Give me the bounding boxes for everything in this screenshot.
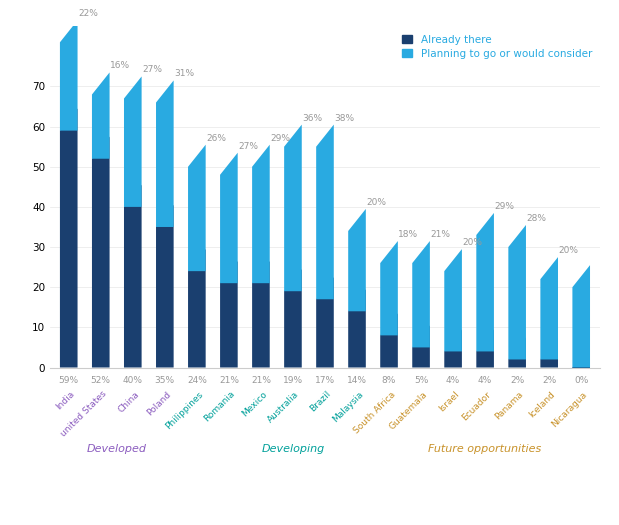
Text: Guatemala: Guatemala xyxy=(387,390,429,431)
Polygon shape xyxy=(508,338,526,367)
Text: Nicaragua: Nicaragua xyxy=(550,390,589,428)
Text: 5%: 5% xyxy=(414,375,428,384)
Text: 52%: 52% xyxy=(91,375,111,384)
Text: Romania: Romania xyxy=(202,390,237,424)
Polygon shape xyxy=(124,185,142,368)
Text: united States: united States xyxy=(59,390,109,439)
Text: Australia: Australia xyxy=(266,390,301,424)
Polygon shape xyxy=(60,20,77,131)
Text: India: India xyxy=(54,390,77,412)
Polygon shape xyxy=(444,249,462,351)
Text: 17%: 17% xyxy=(315,375,335,384)
Text: China: China xyxy=(116,390,141,414)
Polygon shape xyxy=(156,205,174,368)
Text: 14%: 14% xyxy=(347,375,367,384)
Polygon shape xyxy=(124,77,142,207)
Text: Iceland: Iceland xyxy=(527,390,557,419)
Text: 24%: 24% xyxy=(187,375,207,384)
Polygon shape xyxy=(252,145,270,283)
Text: 40%: 40% xyxy=(123,375,143,384)
Text: 29%: 29% xyxy=(270,134,290,143)
Polygon shape xyxy=(348,209,366,311)
Text: Mexico: Mexico xyxy=(240,390,269,418)
Polygon shape xyxy=(156,80,174,227)
Polygon shape xyxy=(573,345,590,367)
Polygon shape xyxy=(60,109,77,368)
Text: 26%: 26% xyxy=(206,134,226,143)
Text: 22%: 22% xyxy=(78,9,98,18)
Text: 38%: 38% xyxy=(334,113,354,123)
Polygon shape xyxy=(188,145,206,271)
Polygon shape xyxy=(316,277,334,367)
Text: 2%: 2% xyxy=(542,375,556,384)
Text: 18%: 18% xyxy=(398,230,418,239)
Text: 28%: 28% xyxy=(526,214,547,223)
Text: 20%: 20% xyxy=(462,238,482,247)
Text: 20%: 20% xyxy=(366,198,386,207)
Text: 20%: 20% xyxy=(558,246,578,255)
Text: 0%: 0% xyxy=(574,375,589,384)
Text: 27%: 27% xyxy=(238,142,258,151)
Polygon shape xyxy=(252,261,270,368)
Text: Future opportunities: Future opportunities xyxy=(428,444,542,454)
Legend: Already there, Planning to go or would consider: Already there, Planning to go or would c… xyxy=(399,32,595,62)
Text: 35%: 35% xyxy=(155,375,175,384)
Text: 36%: 36% xyxy=(302,113,322,123)
Polygon shape xyxy=(348,289,366,368)
Text: Ecuador: Ecuador xyxy=(461,390,493,422)
Text: 8%: 8% xyxy=(382,375,396,384)
Polygon shape xyxy=(92,136,110,368)
Polygon shape xyxy=(220,153,238,283)
Text: 16%: 16% xyxy=(110,61,130,70)
Text: 21%: 21% xyxy=(251,375,271,384)
Polygon shape xyxy=(573,265,590,368)
Text: 4%: 4% xyxy=(478,375,492,384)
Polygon shape xyxy=(380,313,398,368)
Polygon shape xyxy=(540,257,558,360)
Text: South Africa: South Africa xyxy=(352,390,397,435)
Polygon shape xyxy=(188,249,206,368)
Text: 21%: 21% xyxy=(219,375,239,384)
Text: Philippines: Philippines xyxy=(163,390,205,430)
Text: 29%: 29% xyxy=(494,202,514,211)
Polygon shape xyxy=(316,124,334,299)
Polygon shape xyxy=(220,261,238,368)
Text: 31%: 31% xyxy=(174,69,194,78)
Text: 21%: 21% xyxy=(430,230,450,239)
Text: 59%: 59% xyxy=(59,375,79,384)
Text: Malaysia: Malaysia xyxy=(331,390,365,424)
Text: 27%: 27% xyxy=(142,66,162,75)
Text: Brazil: Brazil xyxy=(309,390,333,414)
Text: Poland: Poland xyxy=(145,390,173,417)
Polygon shape xyxy=(508,225,526,360)
Polygon shape xyxy=(92,72,110,159)
Text: Developing: Developing xyxy=(261,444,324,454)
Polygon shape xyxy=(380,241,398,335)
Polygon shape xyxy=(540,338,558,367)
Polygon shape xyxy=(476,329,494,368)
Text: Israel: Israel xyxy=(437,390,461,414)
Text: 4%: 4% xyxy=(446,375,460,384)
Polygon shape xyxy=(284,124,301,291)
Polygon shape xyxy=(412,326,430,368)
Text: 19%: 19% xyxy=(283,375,303,384)
Polygon shape xyxy=(476,213,494,351)
Text: 2%: 2% xyxy=(510,375,524,384)
Text: Developed: Developed xyxy=(87,444,147,454)
Polygon shape xyxy=(444,329,462,368)
Polygon shape xyxy=(412,241,430,348)
Text: Panama: Panama xyxy=(493,390,525,422)
Polygon shape xyxy=(284,269,301,367)
